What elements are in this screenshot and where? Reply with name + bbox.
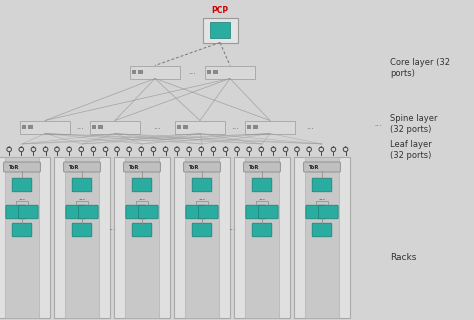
FancyBboxPatch shape: [252, 178, 272, 192]
FancyBboxPatch shape: [72, 178, 92, 192]
FancyBboxPatch shape: [199, 205, 218, 219]
FancyBboxPatch shape: [54, 157, 110, 318]
Text: ...: ...: [319, 196, 326, 201]
Text: ...: ...: [109, 223, 116, 232]
FancyBboxPatch shape: [6, 205, 26, 219]
FancyBboxPatch shape: [258, 205, 278, 219]
FancyBboxPatch shape: [0, 157, 50, 318]
FancyBboxPatch shape: [125, 157, 159, 318]
Bar: [28, 124, 33, 130]
FancyBboxPatch shape: [312, 223, 332, 237]
Text: ...: ...: [153, 122, 161, 131]
Text: ...: ...: [78, 196, 86, 201]
Text: ToR: ToR: [247, 164, 258, 170]
Bar: [138, 69, 143, 75]
FancyBboxPatch shape: [192, 223, 212, 237]
FancyBboxPatch shape: [12, 178, 32, 192]
Bar: [213, 69, 218, 75]
FancyBboxPatch shape: [294, 157, 350, 318]
FancyBboxPatch shape: [72, 223, 92, 237]
FancyBboxPatch shape: [4, 162, 40, 172]
FancyBboxPatch shape: [126, 205, 146, 219]
FancyBboxPatch shape: [130, 66, 180, 78]
FancyBboxPatch shape: [202, 18, 237, 43]
Bar: [21, 124, 27, 130]
Text: ToR: ToR: [68, 164, 78, 170]
Bar: [91, 124, 96, 130]
Text: PCP: PCP: [211, 5, 228, 14]
FancyBboxPatch shape: [79, 205, 98, 219]
FancyBboxPatch shape: [132, 178, 152, 192]
Bar: [207, 69, 211, 75]
FancyBboxPatch shape: [306, 205, 326, 219]
FancyBboxPatch shape: [185, 157, 219, 318]
Text: ...: ...: [138, 196, 146, 201]
Bar: [176, 124, 182, 130]
FancyBboxPatch shape: [305, 157, 339, 318]
FancyBboxPatch shape: [245, 121, 295, 133]
Bar: [253, 124, 258, 130]
Bar: [98, 124, 103, 130]
Text: ...: ...: [228, 223, 236, 232]
Bar: [246, 124, 251, 130]
FancyBboxPatch shape: [20, 121, 70, 133]
FancyBboxPatch shape: [234, 157, 290, 318]
FancyBboxPatch shape: [175, 121, 225, 133]
FancyBboxPatch shape: [246, 205, 265, 219]
Text: ...: ...: [76, 122, 84, 131]
Text: ...: ...: [374, 118, 382, 127]
Text: Racks: Racks: [390, 253, 416, 262]
FancyBboxPatch shape: [66, 205, 85, 219]
FancyBboxPatch shape: [304, 162, 340, 172]
FancyBboxPatch shape: [64, 162, 100, 172]
Text: ToR: ToR: [128, 164, 138, 170]
FancyBboxPatch shape: [312, 178, 332, 192]
FancyBboxPatch shape: [114, 157, 170, 318]
FancyBboxPatch shape: [18, 205, 38, 219]
FancyBboxPatch shape: [138, 205, 158, 219]
Text: Spine layer
(32 ports): Spine layer (32 ports): [390, 114, 438, 134]
FancyBboxPatch shape: [124, 162, 160, 172]
FancyBboxPatch shape: [244, 162, 280, 172]
FancyBboxPatch shape: [12, 223, 32, 237]
FancyBboxPatch shape: [252, 223, 272, 237]
FancyBboxPatch shape: [210, 22, 229, 38]
Text: ...: ...: [189, 67, 196, 76]
FancyBboxPatch shape: [174, 157, 230, 318]
Text: ...: ...: [306, 122, 314, 131]
FancyBboxPatch shape: [183, 162, 220, 172]
FancyBboxPatch shape: [186, 205, 206, 219]
FancyBboxPatch shape: [319, 205, 338, 219]
Text: ...: ...: [199, 196, 206, 201]
FancyBboxPatch shape: [90, 121, 140, 133]
FancyBboxPatch shape: [192, 178, 212, 192]
FancyBboxPatch shape: [132, 223, 152, 237]
FancyBboxPatch shape: [245, 157, 279, 318]
Text: ...: ...: [18, 196, 26, 201]
Text: ...: ...: [231, 122, 239, 131]
Text: ToR: ToR: [188, 164, 198, 170]
FancyBboxPatch shape: [5, 157, 39, 318]
Text: Core layer (32
ports): Core layer (32 ports): [390, 58, 450, 78]
Text: Leaf layer
(32 ports): Leaf layer (32 ports): [390, 140, 432, 160]
Bar: [131, 69, 137, 75]
Bar: [183, 124, 188, 130]
FancyBboxPatch shape: [205, 66, 255, 78]
Text: ToR: ToR: [308, 164, 318, 170]
Text: ...: ...: [258, 196, 265, 201]
Text: ToR: ToR: [8, 164, 18, 170]
FancyBboxPatch shape: [64, 157, 100, 318]
